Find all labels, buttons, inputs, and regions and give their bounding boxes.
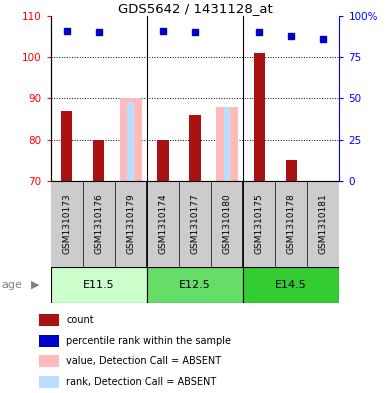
- Bar: [157, 140, 168, 181]
- Text: ▶: ▶: [31, 280, 39, 290]
- Bar: [243, 267, 339, 303]
- Text: GSM1310173: GSM1310173: [62, 194, 71, 254]
- Bar: [93, 140, 105, 181]
- Bar: [39, 314, 58, 326]
- Bar: [254, 53, 265, 181]
- Bar: [39, 355, 58, 367]
- Text: GSM1310175: GSM1310175: [255, 194, 264, 254]
- Text: GSM1310176: GSM1310176: [94, 194, 103, 254]
- Text: value, Detection Call = ABSENT: value, Detection Call = ABSENT: [66, 356, 222, 366]
- Text: E11.5: E11.5: [83, 280, 115, 290]
- Bar: [39, 334, 58, 347]
- Bar: [39, 376, 58, 388]
- Text: GSM1310177: GSM1310177: [190, 194, 200, 254]
- Text: GSM1310178: GSM1310178: [287, 194, 296, 254]
- Text: GSM1310180: GSM1310180: [223, 194, 232, 254]
- Bar: [190, 115, 200, 181]
- Bar: [128, 102, 134, 181]
- Text: E12.5: E12.5: [179, 280, 211, 290]
- Bar: [120, 98, 142, 181]
- Text: percentile rank within the sample: percentile rank within the sample: [66, 336, 231, 346]
- Title: GDS5642 / 1431128_at: GDS5642 / 1431128_at: [118, 2, 272, 15]
- Text: count: count: [66, 315, 94, 325]
- Bar: [216, 107, 238, 181]
- Text: rank, Detection Call = ABSENT: rank, Detection Call = ABSENT: [66, 377, 216, 387]
- Text: GSM1310179: GSM1310179: [126, 194, 135, 254]
- Bar: [51, 267, 147, 303]
- Text: GSM1310181: GSM1310181: [319, 194, 328, 254]
- Text: E14.5: E14.5: [275, 280, 307, 290]
- Bar: [285, 160, 297, 181]
- Text: GSM1310174: GSM1310174: [158, 194, 167, 254]
- Bar: [147, 267, 243, 303]
- Bar: [61, 110, 73, 181]
- Text: age: age: [1, 280, 22, 290]
- Bar: [224, 107, 230, 181]
